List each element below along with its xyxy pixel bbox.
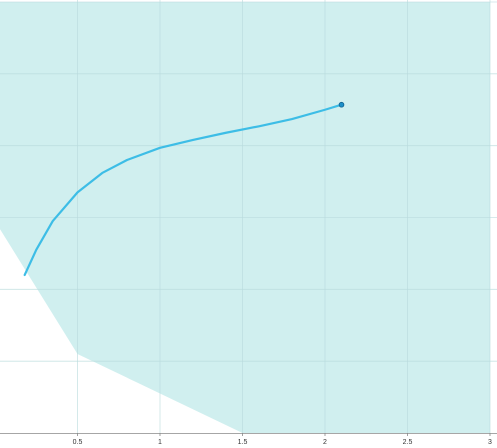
x-tick-label-1: 1 [158,439,162,446]
x-tick-label-3: 2 [323,439,327,446]
x-tick-label-0: 0.5 [73,439,83,446]
grid-layer [0,0,497,433]
x-tick-label-5: 3 [488,439,492,446]
x-tick-label-4: 2.5 [403,439,413,446]
x-tick-label-2: 1.5 [238,439,248,446]
x-axis: 0.5 1 1.5 2 2.5 3 [0,433,497,446]
series-end-marker-0 [338,101,345,108]
series-layer [23,101,345,277]
